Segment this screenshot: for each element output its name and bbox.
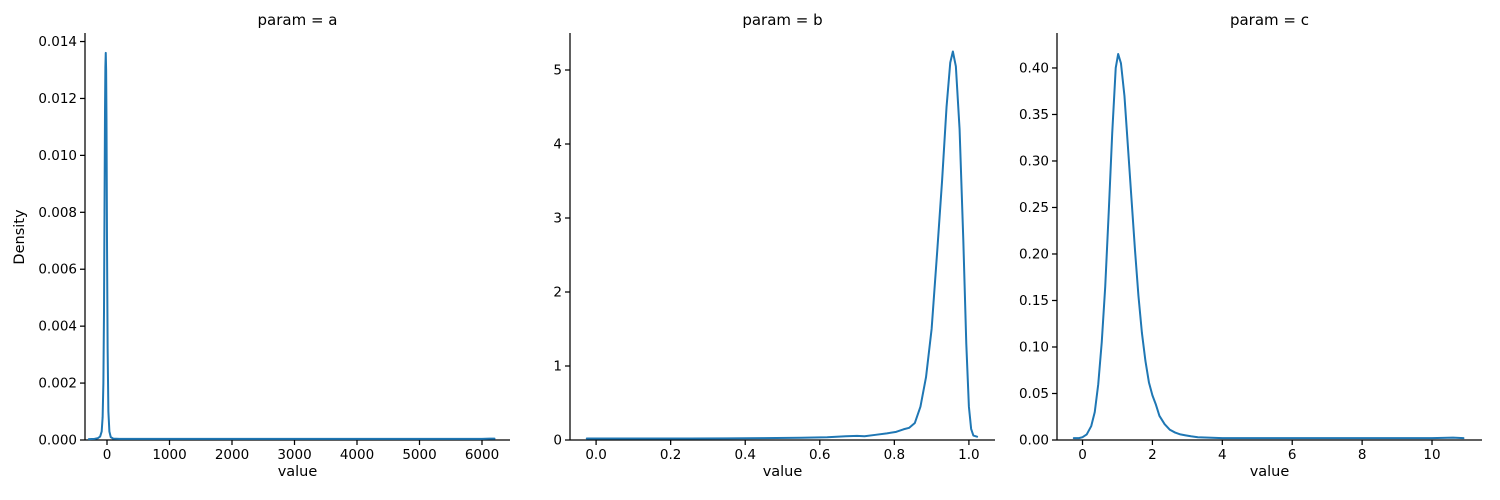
- kde-curve-2: [1072, 53, 1465, 440]
- x-tick-label: 6: [1288, 447, 1297, 463]
- y-tick-label: 1: [553, 358, 562, 374]
- x-tick-label: 0.0: [585, 447, 606, 463]
- x-tick-label: 2000: [215, 447, 249, 463]
- facet-title-param-c: param = c: [1229, 11, 1310, 29]
- y-tick-label: 0.05: [1019, 386, 1049, 402]
- x-tick-label: 0.6: [809, 447, 830, 463]
- x-axis-label-b: value: [762, 464, 803, 480]
- y-tick-label: 0.25: [1019, 200, 1049, 216]
- y-tick-label: 0.40: [1019, 60, 1049, 76]
- y-tick-label: 0.008: [38, 205, 77, 221]
- y-tick-label: 0.15: [1019, 293, 1049, 309]
- x-tick-label: 2: [1148, 447, 1157, 463]
- y-tick-label: 0.010: [38, 148, 77, 164]
- y-tick-label: 3: [553, 210, 562, 226]
- facet-title-param-b: param = b: [742, 11, 823, 29]
- facet-title-param-a: param = a: [257, 11, 338, 29]
- y-tick-label: 2: [553, 284, 562, 300]
- y-axis-label: Density: [12, 209, 28, 265]
- facet-axes-2: 0 2 4 6 8 10 0.00 0.05 0.10 0.15 0.20 0.25 0.30 0.35 0…: [1019, 33, 1482, 463]
- x-tick-label: 5000: [402, 447, 436, 463]
- y-tick-label: 0.012: [38, 91, 77, 107]
- kde-curve-0: [87, 51, 496, 441]
- y-tick-label: 4: [553, 136, 562, 152]
- y-tick-label: 0.20: [1019, 246, 1049, 262]
- y-tick-label: 0.30: [1019, 153, 1049, 169]
- x-tick-label: 6000: [465, 447, 499, 463]
- facet-axes-0: 0 1000 2000 3000 4000 5000 6000 0.000 0.002 0.004…: [38, 33, 510, 463]
- y-tick-label: 0.006: [38, 262, 77, 278]
- x-tick-label: 0.2: [660, 447, 681, 463]
- y-tick-label: 0.00: [1019, 432, 1049, 448]
- x-tick-label: 4: [1218, 447, 1227, 463]
- x-tick-label: 8: [1358, 447, 1367, 463]
- y-tick-label: 0: [553, 432, 562, 448]
- x-tick-label: 0.4: [734, 447, 755, 463]
- y-tick-label: 0.35: [1019, 107, 1049, 123]
- kde-curve-1: [585, 50, 979, 440]
- x-axis-label-c: value: [1249, 464, 1290, 480]
- x-tick-label: 0: [1078, 447, 1087, 463]
- x-tick-label: 1.0: [958, 447, 979, 463]
- y-tick-label: 0.10: [1019, 339, 1049, 355]
- y-tick-label: 0.000: [38, 432, 77, 448]
- x-tick-label: 10: [1423, 447, 1440, 463]
- x-tick-label: 4000: [340, 447, 374, 463]
- y-tick-label: 0.004: [38, 319, 77, 335]
- x-tick-label: 0: [103, 447, 112, 463]
- x-tick-label: 1000: [152, 447, 186, 463]
- y-tick-label: 5: [553, 62, 562, 78]
- x-axis-label-a: value: [277, 464, 318, 480]
- y-tick-label: 0.014: [38, 34, 77, 50]
- facet-axes-1: 0.0 0.2 0.4 0.6 0.8 1.0 0 1 2 3 4 5: [553, 33, 995, 463]
- x-tick-label: 3000: [277, 447, 311, 463]
- y-tick-label: 0.002: [38, 376, 77, 392]
- x-tick-label: 0.8: [884, 447, 905, 463]
